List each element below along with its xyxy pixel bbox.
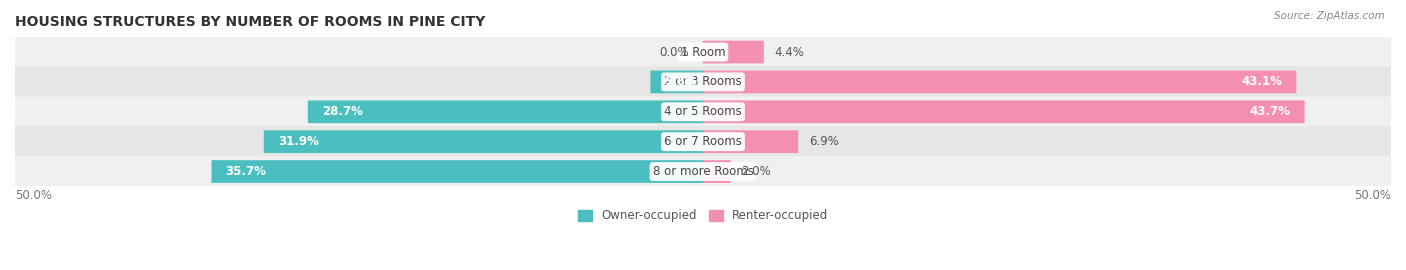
FancyBboxPatch shape: [308, 100, 703, 123]
FancyBboxPatch shape: [14, 36, 1392, 68]
FancyBboxPatch shape: [14, 126, 1392, 157]
FancyBboxPatch shape: [14, 66, 1392, 97]
FancyBboxPatch shape: [264, 130, 703, 153]
Legend: Owner-occupied, Renter-occupied: Owner-occupied, Renter-occupied: [578, 210, 828, 222]
Text: 3.8%: 3.8%: [665, 75, 697, 89]
Text: 43.7%: 43.7%: [1250, 105, 1291, 118]
FancyBboxPatch shape: [211, 160, 703, 183]
Text: Source: ZipAtlas.com: Source: ZipAtlas.com: [1274, 11, 1385, 21]
Text: 6 or 7 Rooms: 6 or 7 Rooms: [664, 135, 742, 148]
Text: 43.1%: 43.1%: [1241, 75, 1282, 89]
FancyBboxPatch shape: [703, 130, 799, 153]
FancyBboxPatch shape: [14, 156, 1392, 187]
Text: 2.0%: 2.0%: [741, 165, 772, 178]
Text: 50.0%: 50.0%: [15, 189, 52, 202]
Text: 4.4%: 4.4%: [775, 46, 804, 59]
FancyBboxPatch shape: [703, 70, 1296, 93]
FancyBboxPatch shape: [14, 96, 1392, 127]
FancyBboxPatch shape: [651, 70, 703, 93]
FancyBboxPatch shape: [703, 160, 731, 183]
Text: 50.0%: 50.0%: [1354, 189, 1391, 202]
Text: 31.9%: 31.9%: [278, 135, 319, 148]
FancyBboxPatch shape: [703, 41, 763, 63]
Text: 1 Room: 1 Room: [681, 46, 725, 59]
Text: 0.0%: 0.0%: [659, 46, 689, 59]
Text: 8 or more Rooms: 8 or more Rooms: [652, 165, 754, 178]
Text: 2 or 3 Rooms: 2 or 3 Rooms: [664, 75, 742, 89]
Text: 4 or 5 Rooms: 4 or 5 Rooms: [664, 105, 742, 118]
Text: 35.7%: 35.7%: [225, 165, 266, 178]
Text: 6.9%: 6.9%: [808, 135, 839, 148]
Text: 28.7%: 28.7%: [322, 105, 363, 118]
Text: HOUSING STRUCTURES BY NUMBER OF ROOMS IN PINE CITY: HOUSING STRUCTURES BY NUMBER OF ROOMS IN…: [15, 15, 485, 29]
FancyBboxPatch shape: [703, 100, 1305, 123]
